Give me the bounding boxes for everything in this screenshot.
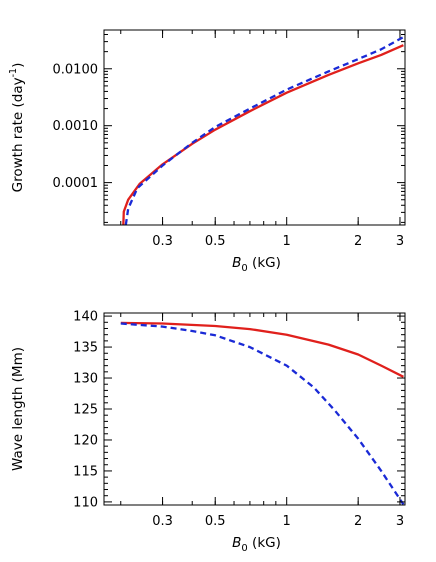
x-tick-label: 2 <box>354 234 362 249</box>
series-dashed-line <box>124 36 404 225</box>
y-tick-label: 0.0100 <box>53 62 99 77</box>
y-tick-label: 140 <box>73 310 98 325</box>
y-tick-label: 120 <box>73 433 98 448</box>
y-tick-label: 115 <box>73 464 98 479</box>
x-axis-label: B0 (kG) <box>232 535 281 554</box>
x-tick-label: 0.3 <box>152 514 173 529</box>
series-dashed-line <box>120 322 405 505</box>
x-tick-label: 3 <box>396 234 404 249</box>
panel-2: 0.3 0.5 1 2 3 110 115 120 125 130 135 140 B0 (kG) Wav… <box>10 310 406 554</box>
x-tick-label: 0.3 <box>152 234 173 249</box>
x-tick-label: 1 <box>283 234 291 249</box>
y-tick-label: 110 <box>73 495 98 510</box>
series-solid-line <box>122 44 404 225</box>
plot-frame <box>103 29 406 226</box>
x-tick-label: 0.5 <box>205 234 226 249</box>
series-solid-line <box>120 321 404 378</box>
y-axis-label: Wave length (Mm) <box>10 347 26 471</box>
x-tick-label: 0.5 <box>205 514 226 529</box>
y-tick-label: 130 <box>73 372 98 387</box>
y-axis-label: Growth rate (day-1) <box>8 63 26 193</box>
x-tick-label: 3 <box>396 514 404 529</box>
x-axis-label: B0 (kG) <box>232 255 281 274</box>
panel-1: 0.3 0.5 1 2 3 0.0001 0.0010 0.0100 B0 (kG) Growth… <box>8 29 406 274</box>
x-tick-label: 1 <box>283 514 291 529</box>
y-tick-label: 0.0001 <box>53 176 99 191</box>
x-tick-label: 2 <box>354 514 362 529</box>
y-tick-label: 135 <box>73 341 98 356</box>
y-tick-label: 125 <box>73 403 98 418</box>
plot-frame <box>103 312 406 506</box>
y-tick-label: 0.0010 <box>53 119 99 134</box>
